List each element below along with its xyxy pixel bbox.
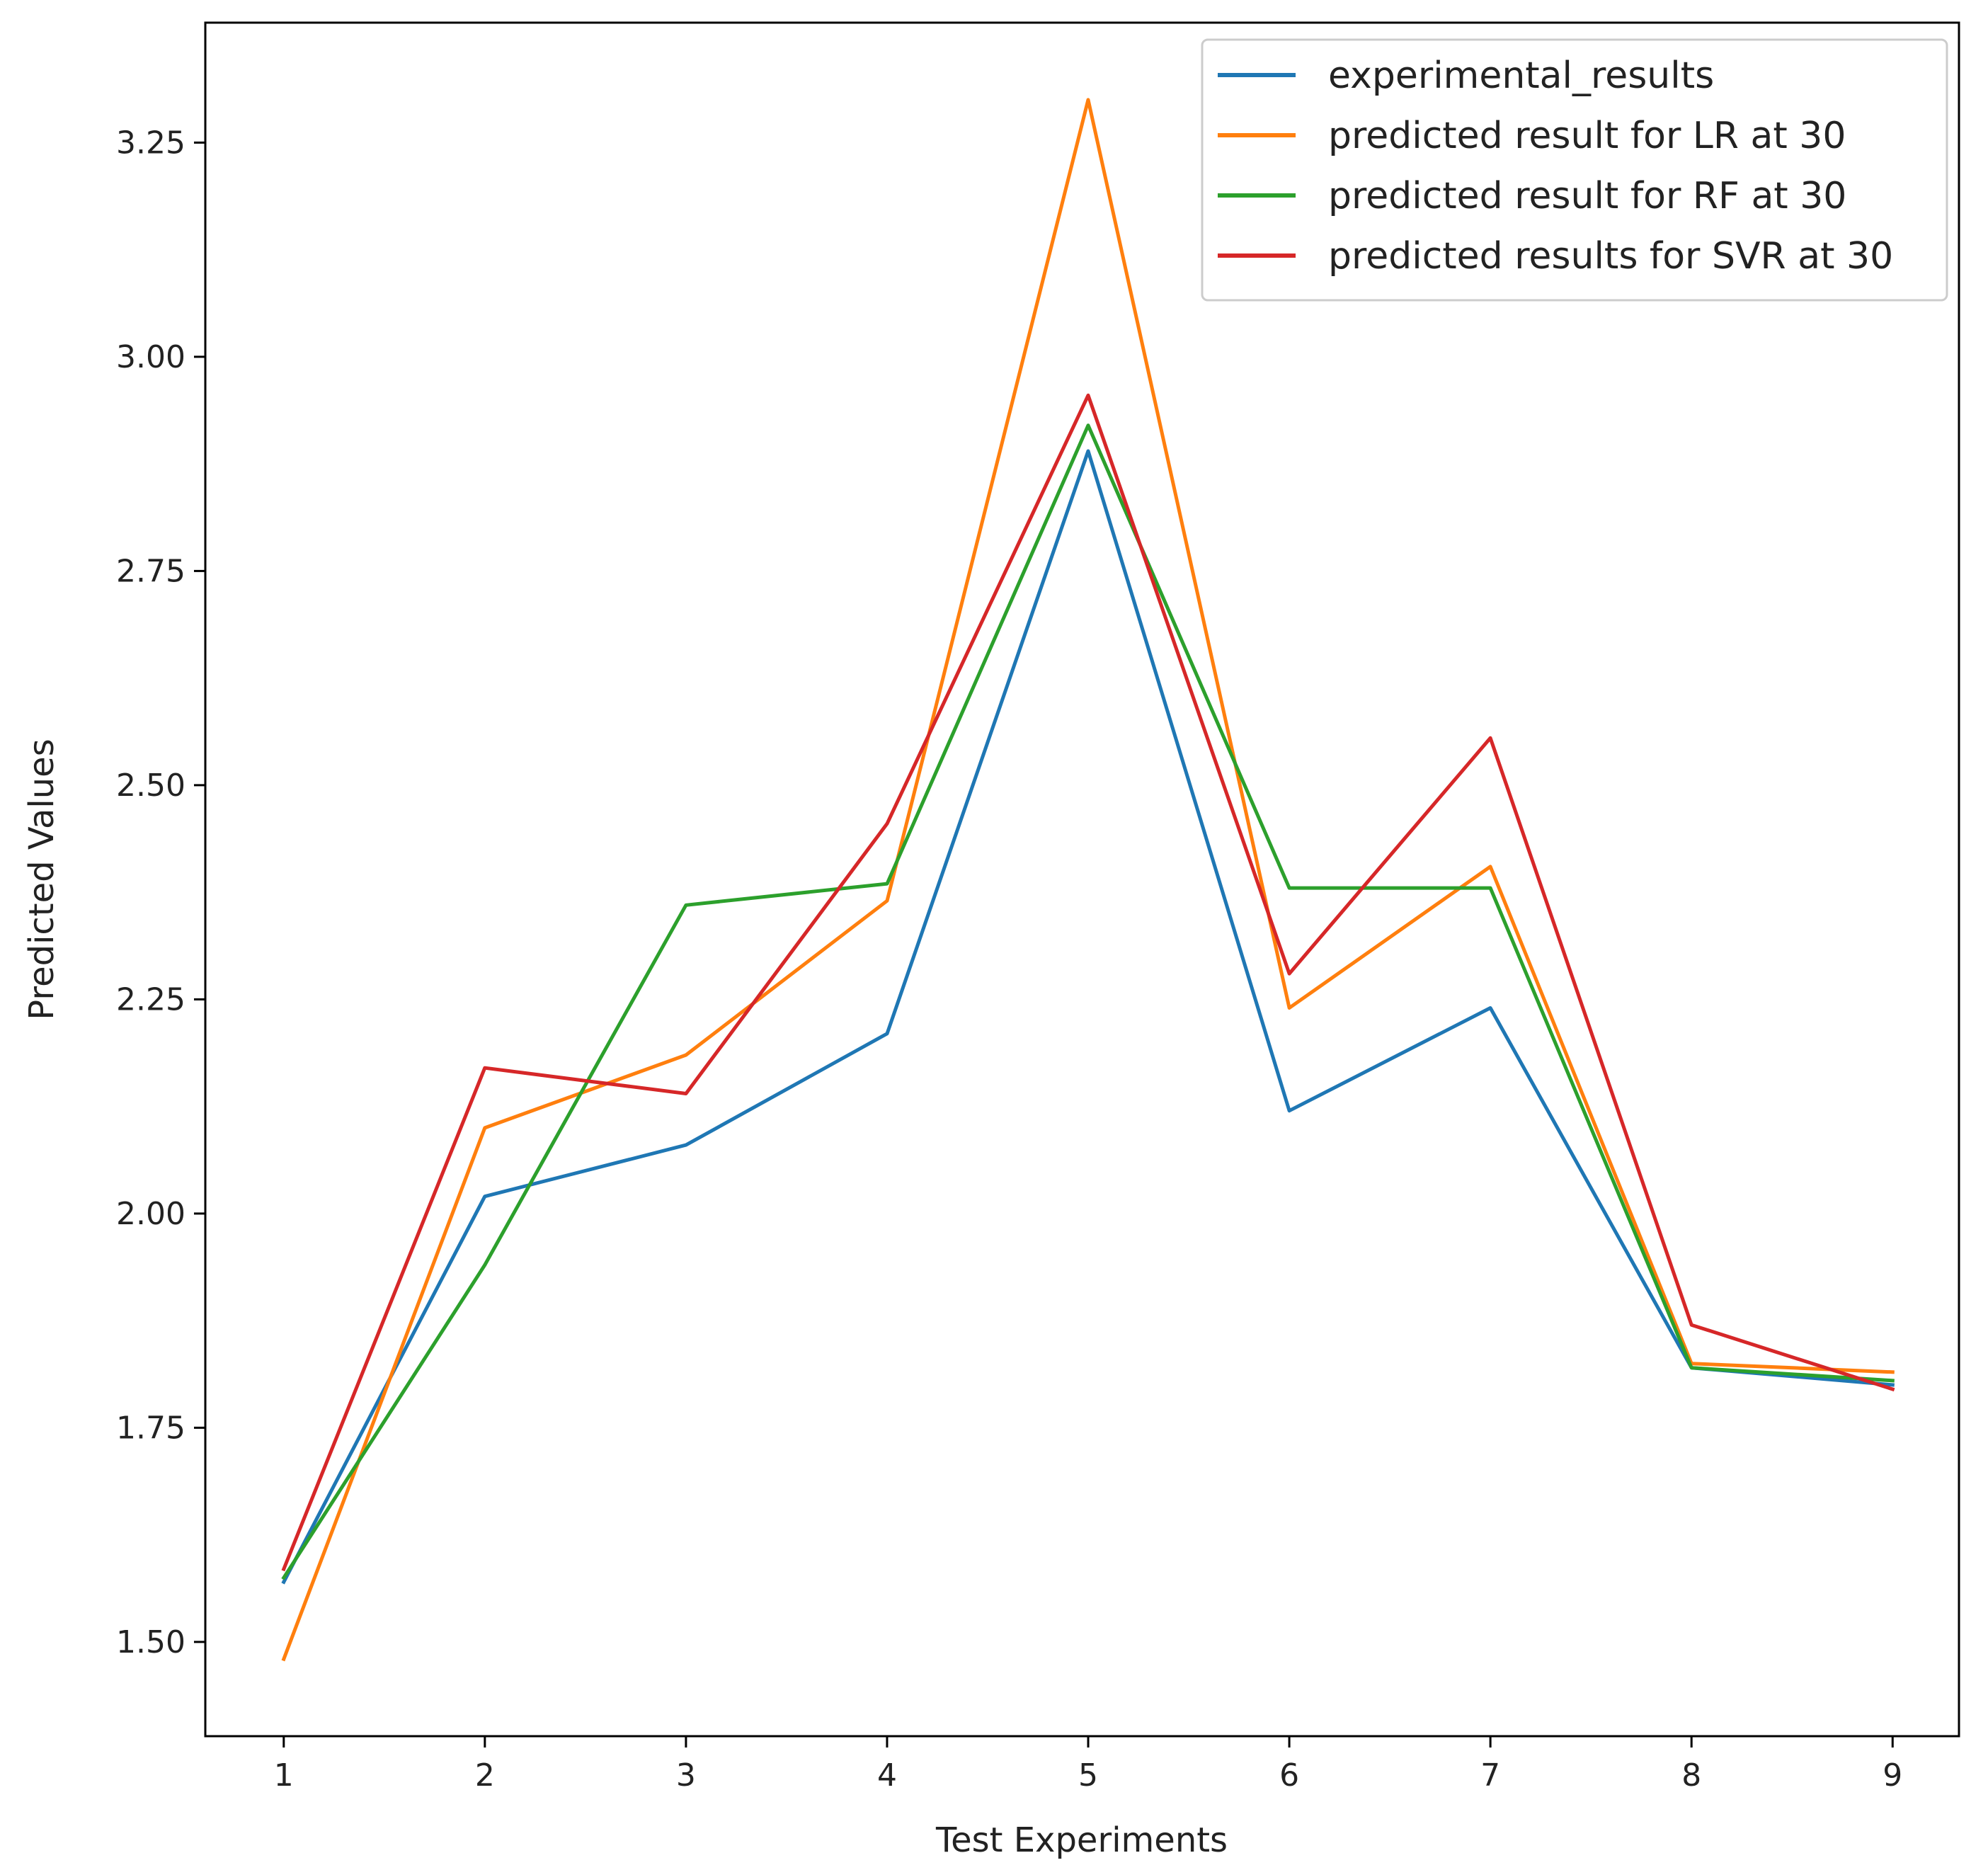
y-tick-label: 3.25: [116, 125, 185, 161]
series-line-3: [281, 423, 1895, 1580]
legend-entry: predicted result for LR at 30: [1328, 115, 1846, 157]
y-tick-label: 3.00: [116, 339, 185, 375]
legend: experimental_results predicted result for…: [1201, 38, 1948, 302]
x-tick-label: 9: [1883, 1757, 1902, 1794]
x-tick-label: 2: [475, 1757, 495, 1794]
y-tick-label: 2.25: [116, 981, 185, 1017]
legend-entry: predicted results for SVR at 30: [1328, 235, 1893, 278]
legend-entry: predicted result for RF at 30: [1328, 175, 1846, 217]
y-tick-label: 1.50: [116, 1624, 185, 1660]
x-axis-label: Test Experiments: [935, 1820, 1228, 1860]
x-tick-label: 6: [1279, 1757, 1299, 1794]
plot-lines: [281, 98, 1895, 1662]
x-tick-label: 4: [877, 1757, 897, 1794]
x-tick-label: 5: [1078, 1757, 1098, 1794]
x-tick-label: 1: [274, 1757, 294, 1794]
legend-box: [1201, 38, 1948, 302]
plot-frame: [204, 21, 1960, 1738]
y-tick-label: 1.75: [116, 1410, 185, 1446]
series-line-2: [281, 98, 1895, 1662]
y-axis-label: Predicted Values: [22, 739, 62, 1020]
legend-entry: experimental_results: [1328, 55, 1714, 97]
series-line-1: [281, 449, 1895, 1585]
series-line-4: [281, 393, 1895, 1572]
y-tick-label: 2.00: [116, 1196, 185, 1232]
y-tick-label: 2.75: [116, 553, 185, 589]
x-tick-label: 7: [1480, 1757, 1500, 1794]
y-axis: 1.50 1.75 2.00 2.25 2.50 2.75 3.00 3.25: [116, 125, 205, 1660]
x-axis: 1 2 3 4 5 6 7 8 9: [274, 1736, 1902, 1794]
x-tick-label: 8: [1681, 1757, 1701, 1794]
y-tick-label: 2.50: [116, 768, 185, 804]
x-tick-label: 3: [676, 1757, 696, 1794]
